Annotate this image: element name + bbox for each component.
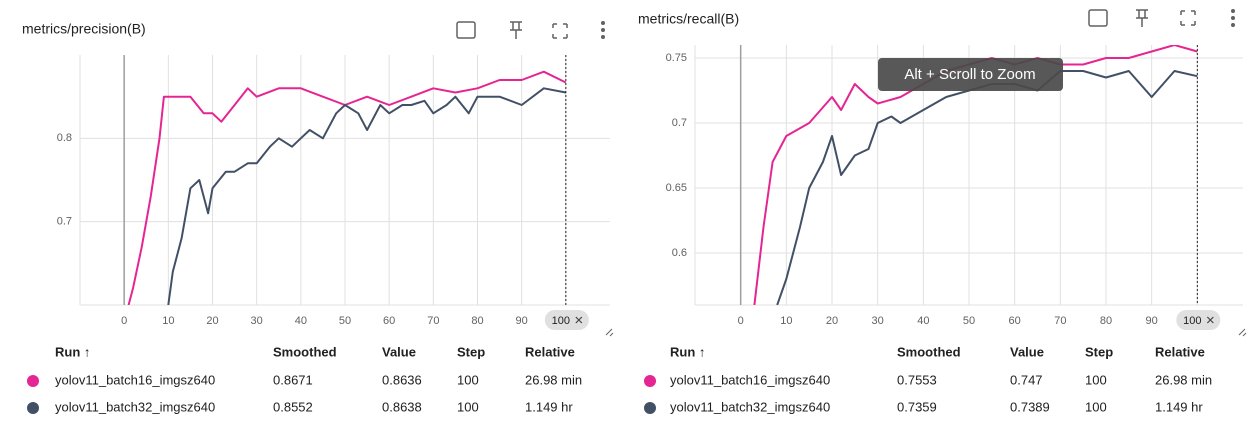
table-cell: 0.7389 [1010, 399, 1050, 414]
x-tick-label: 10 [780, 315, 792, 327]
series-line [167, 87, 566, 305]
legend-dot [27, 402, 39, 414]
table-cell: 0.747 [1010, 372, 1043, 387]
table-header: Value [1010, 344, 1044, 359]
x-tick-label: 70 [427, 315, 439, 327]
legend-dot [644, 375, 656, 387]
pin-icon[interactable] [510, 21, 522, 39]
y-tick-label: 0.8 [57, 132, 72, 144]
x-tick-label: 80 [1100, 315, 1112, 327]
y-tick-label: 0.75 [666, 52, 687, 64]
tooltip-bg [878, 58, 1063, 91]
plot-lines [127, 70, 567, 305]
series-line [776, 70, 1198, 305]
table-cell: 1.149 hr [1155, 399, 1203, 414]
table-header: Value [382, 344, 416, 359]
x-tick-label: 40 [295, 315, 307, 327]
table-header: Step [1085, 344, 1113, 359]
x-tick-label: 70 [1054, 315, 1066, 327]
series-line [127, 70, 567, 305]
x-tick-label: 30 [251, 315, 263, 327]
fit-icon[interactable] [1088, 9, 1108, 27]
expand-icon[interactable] [552, 23, 568, 39]
x-tick-label: 20 [826, 315, 838, 327]
x-tick-label: 0 [121, 315, 127, 327]
table-cell: 0.7553 [897, 372, 937, 387]
table-header: Relative [525, 344, 575, 359]
x-tick-label: 0 [738, 315, 744, 327]
x-tick-label: 50 [339, 315, 351, 327]
y-tick-label: 0.6 [672, 247, 687, 259]
toolbar-left[interactable] [456, 21, 605, 39]
fit-icon[interactable] [456, 21, 476, 39]
table-cell: 100 [457, 372, 479, 387]
x-tick-label: 100 [552, 315, 570, 327]
table-cell: 100 [1085, 372, 1107, 387]
table-header: Smoothed [897, 344, 961, 359]
x-tick-label: 90 [1146, 315, 1158, 327]
x-tick-label: 60 [1009, 315, 1021, 327]
run-name: yolov11_batch32_imgsz640 [55, 399, 215, 414]
table-cell: 26.98 min [525, 372, 582, 387]
x-tick-badge [544, 310, 589, 330]
chart-title: metrics/precision(B) [22, 21, 146, 37]
x-tick-label: 80 [471, 315, 483, 327]
resize-handle [605, 328, 614, 337]
table-cell: 0.8552 [273, 399, 313, 414]
x-tick-badge [1176, 310, 1221, 330]
table-cell: 0.8671 [273, 372, 313, 387]
x-tick-close [1206, 316, 1214, 324]
table-header: Step [457, 344, 485, 359]
table-header: Run ↑ [55, 344, 90, 359]
legend-dot [644, 402, 656, 414]
table-cell: 100 [1085, 399, 1107, 414]
table-header: Run ↑ [670, 344, 705, 359]
x-tick-label: 60 [383, 315, 395, 327]
toolbar-right[interactable] [1088, 9, 1235, 27]
table-cell: 100 [457, 399, 479, 414]
menu-icon[interactable] [601, 21, 605, 39]
x-tick-close [575, 316, 583, 324]
tooltip: Alt + Scroll to Zoom [904, 66, 1035, 83]
pin-icon[interactable] [1136, 9, 1148, 27]
legend-dot [27, 375, 39, 387]
x-tick-label: 90 [516, 315, 528, 327]
x-tick-label: 40 [917, 315, 929, 327]
x-tick-label: 20 [206, 315, 218, 327]
run-name: yolov11_batch32_imgsz640 [670, 399, 830, 414]
table-cell: 0.7359 [897, 399, 937, 414]
resize-handle [1238, 328, 1247, 337]
y-tick-label: 0.65 [666, 182, 687, 194]
run-name: yolov11_batch16_imgsz640 [670, 372, 830, 387]
table-cell: 26.98 min [1155, 372, 1212, 387]
x-tick-label: 50 [963, 315, 975, 327]
run-name: yolov11_batch16_imgsz640 [55, 372, 215, 387]
table-header: Smoothed [273, 344, 337, 359]
x-tick-label: 30 [872, 315, 884, 327]
expand-icon[interactable] [1180, 10, 1196, 26]
x-tick-label: 100 [1183, 315, 1201, 327]
y-tick-label: 0.7 [672, 117, 687, 129]
x-tick-label: 10 [162, 315, 174, 327]
y-tick-label: 0.7 [57, 216, 72, 228]
table-header: Relative [1155, 344, 1205, 359]
table-cell: 1.149 hr [525, 399, 573, 414]
chart-title: metrics/recall(B) [638, 11, 739, 27]
menu-icon[interactable] [1231, 9, 1235, 27]
table-cell: 0.8638 [382, 399, 422, 414]
table-cell: 0.8636 [382, 372, 422, 387]
